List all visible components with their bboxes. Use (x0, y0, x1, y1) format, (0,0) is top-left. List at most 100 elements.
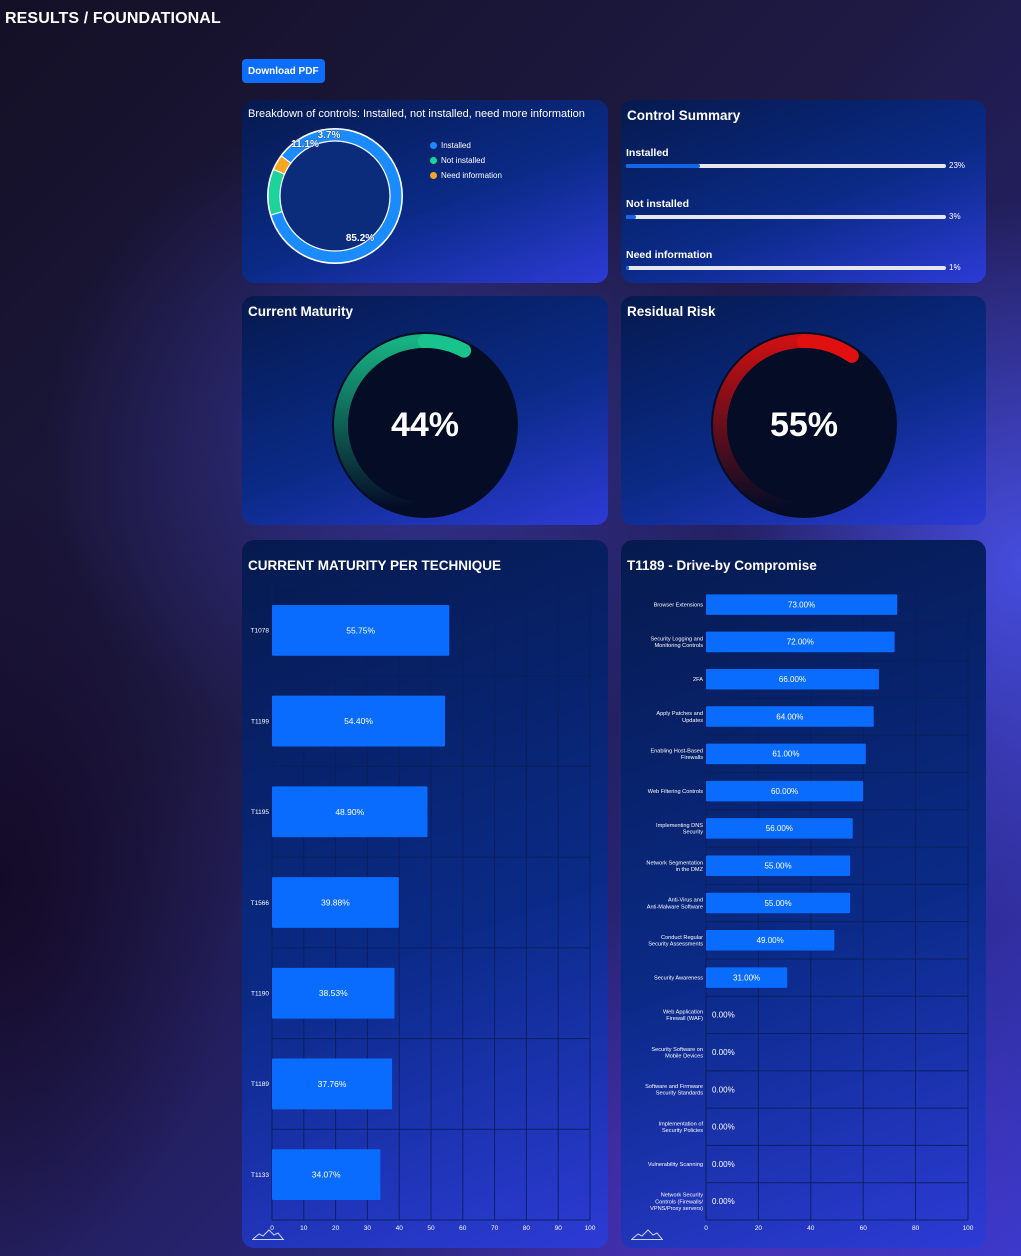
bar[interactable] (272, 786, 428, 838)
category-label: Network Security Controls (Firewalls/VPNS… (650, 1193, 703, 1212)
category-label: Conduct Regular Security Assessments (648, 935, 703, 948)
x-tick-label: 50 (427, 1225, 435, 1232)
legend-item-need-information[interactable]: Need information (430, 170, 502, 180)
gauge-arc-tail (334, 334, 426, 515)
bar-value-label: 31.00% (733, 973, 760, 982)
category-label: Enabling Host-Based Firewalls (650, 748, 703, 761)
bar[interactable] (272, 1149, 381, 1201)
control-summary-title: Control Summary (627, 108, 741, 123)
bar-value-label: 56.00% (766, 824, 793, 833)
donut-slice-need-information[interactable] (273, 155, 292, 175)
category-label: Browser Extensions (654, 603, 704, 609)
t1189-bar-chart: 0 20 40 60 80 100 Browser Extensions 73.00% Secu… (645, 585, 974, 1232)
x-tick-label: 20 (332, 1225, 340, 1232)
t1189-card: T1189 - Drive-by Compromise 0 20 40 60 80 100… (621, 540, 986, 1248)
donut-slice-label: 85.2% (346, 233, 374, 244)
x-tick-label: 40 (807, 1225, 815, 1232)
legend-item-installed[interactable]: Installed (430, 140, 502, 150)
donut-slice-installed[interactable] (270, 129, 402, 263)
bar[interactable] (272, 967, 395, 1019)
x-tick-label: 90 (555, 1225, 563, 1232)
breakdown-donut-chart: 85.2% 11.1%3.7% (267, 128, 403, 264)
legend-dot-need-information (430, 171, 437, 179)
category-label: Security Software on Mobile Devices (651, 1047, 703, 1060)
bar[interactable] (706, 892, 851, 914)
x-tick-label: 100 (585, 1225, 596, 1232)
donut-slice-label: 11.1% (291, 139, 319, 150)
bar[interactable] (272, 604, 450, 656)
bar-value-label: 34.07% (312, 1170, 341, 1180)
current-maturity-value: 44% (390, 405, 460, 444)
bar-value-label: 54.40% (344, 716, 373, 726)
residual-risk-value: 55% (769, 405, 839, 444)
x-tick-label: 60 (459, 1225, 467, 1232)
donut-slice-not-installed[interactable] (268, 169, 285, 216)
bar-value-label: 55.00% (764, 899, 791, 908)
gauge-arc-tail (713, 334, 805, 515)
bar-value-label: 61.00% (772, 750, 799, 759)
bar-value-label: 38.53% (319, 988, 348, 998)
current-maturity-title: Current Maturity (248, 304, 354, 319)
bar[interactable] (706, 631, 895, 653)
current-maturity-gauge-svg (332, 332, 518, 518)
bar-value-label: 0.00% (712, 1197, 735, 1206)
x-tick-label: 70 (491, 1225, 499, 1232)
residual-risk-card: Residual Risk 55% (621, 296, 986, 525)
bar[interactable] (706, 818, 853, 839)
bar[interactable] (272, 877, 399, 928)
bar-value-label: 0.00% (712, 1160, 735, 1169)
breakdown-card: Breakdown of controls: Installed, not in… (242, 100, 608, 283)
gauge-arc-value (797, 334, 859, 363)
bar-value-label: 64.00% (776, 712, 803, 721)
category-label: Apply Patches and Updates (656, 711, 703, 724)
legend-label: Installed (441, 140, 471, 150)
category-label: T1199 (251, 718, 269, 725)
bar[interactable] (706, 855, 851, 876)
summary-percent: 3% (949, 212, 961, 221)
summary-progress-fill (626, 215, 636, 219)
bar[interactable] (706, 930, 835, 951)
bar-value-label: 37.76% (318, 1079, 347, 1089)
breakdown-title: Breakdown of controls: Installed, not in… (248, 108, 585, 120)
summary-percent: 1% (949, 263, 961, 272)
bar-value-label: 60.00% (771, 787, 798, 796)
bar[interactable] (706, 967, 788, 988)
summary-progress-track (626, 266, 946, 270)
x-tick-label: 60 (860, 1225, 868, 1232)
bar[interactable] (706, 743, 866, 765)
x-tick-label: 10 (300, 1225, 308, 1232)
x-tick-label: 20 (755, 1225, 763, 1232)
summary-row-need-information: Need information 1% (626, 249, 981, 272)
category-label: T1078 (251, 628, 270, 635)
legend-dot-not-installed (430, 156, 437, 164)
bar[interactable] (272, 1058, 393, 1110)
bar[interactable] (706, 668, 879, 690)
bar[interactable] (706, 706, 874, 727)
legend-item-not-installed[interactable]: Not installed (430, 155, 502, 165)
category-label: T1566 (251, 900, 270, 907)
bar[interactable] (272, 695, 445, 747)
residual-risk-gauge: 55% (711, 332, 897, 523)
x-tick-label: 30 (364, 1225, 372, 1232)
summary-progress-fill (626, 266, 630, 270)
bar[interactable] (706, 780, 864, 802)
bar-value-label: 0.00% (712, 1011, 735, 1020)
category-label: Web Application Firewall (WAF) (663, 1010, 703, 1023)
summary-label: Need information (626, 249, 713, 261)
category-label: Implementation of Security Policies (659, 1121, 704, 1134)
category-label: Network Segmentation in the DMZ (646, 860, 703, 873)
bar-value-label: 73.00% (788, 600, 815, 609)
legend-dot-installed (430, 141, 437, 149)
bar[interactable] (706, 594, 898, 615)
bar-value-label: 49.00% (757, 936, 784, 945)
download-pdf-button[interactable]: Download PDF (242, 59, 325, 83)
x-tick-label: 0 (270, 1225, 274, 1232)
bar-value-label: 66.00% (779, 675, 806, 684)
bar-value-label: 0.00% (712, 1085, 735, 1094)
technique-bar-chart: 0 10 20 30 40 50 60 70 80 90 100 T1078 55.75% T1199 54… (251, 584, 596, 1232)
donut-slice-label: 3.7% (318, 130, 341, 141)
current-maturity-card: Current Maturity 44% (242, 296, 608, 525)
mountain-sparkline-icon (631, 1229, 663, 1240)
bar-value-label: 48.90% (335, 807, 364, 817)
summary-progress-track (626, 215, 946, 219)
